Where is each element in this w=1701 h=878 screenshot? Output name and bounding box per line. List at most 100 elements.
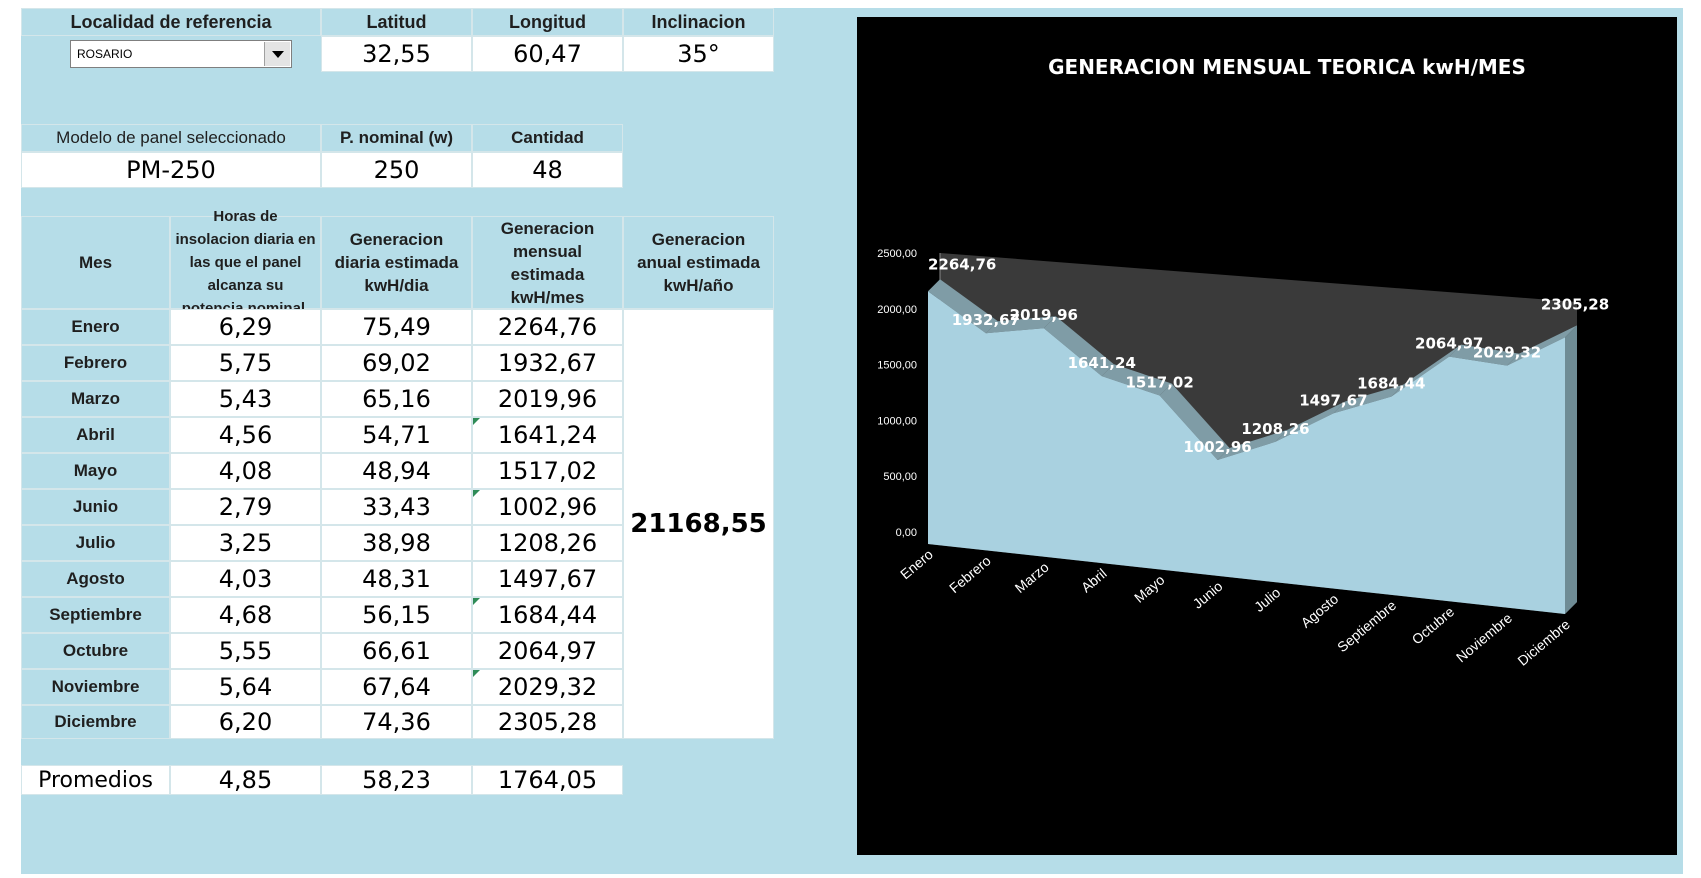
average-daily-value[interactable]: 58,23 <box>321 765 472 795</box>
annual-total-value[interactable]: 21168,55 <box>623 309 774 739</box>
daily-cell[interactable]: 56,15 <box>321 597 472 633</box>
inclination-header: Inclinacion <box>623 8 774 36</box>
area-top-face <box>1449 344 1520 366</box>
month-name: Enero <box>21 309 170 345</box>
hours-cell[interactable]: 5,55 <box>170 633 321 669</box>
daily-cell[interactable]: 38,98 <box>321 525 472 561</box>
x-tick-label: Junio <box>1190 578 1226 612</box>
inclination-value[interactable]: 35° <box>623 36 774 72</box>
dropdown-button[interactable] <box>264 42 290 66</box>
area-top-face <box>1391 344 1462 397</box>
month-name: Mayo <box>21 453 170 489</box>
hours-cell[interactable]: 4,08 <box>170 453 321 489</box>
annual-generation-header: Generacion anual estimada kwH/año <box>623 216 774 309</box>
area-series <box>928 291 1565 614</box>
data-label: 2019,96 <box>1010 306 1078 324</box>
area-top-face <box>985 316 1056 334</box>
hours-cell[interactable]: 3,25 <box>170 525 321 561</box>
y-tick-label: 2500,00 <box>877 248 917 260</box>
month-name: Marzo <box>21 381 170 417</box>
month-name: Julio <box>21 525 170 561</box>
location-dropdown[interactable]: ROSARIO <box>70 40 292 68</box>
daily-cell[interactable]: 33,43 <box>321 489 472 525</box>
monthly-cell[interactable]: 2029,32 <box>472 669 623 705</box>
data-label: 1932,67 <box>952 311 1020 329</box>
panel-power-header: P. nominal (w) <box>321 124 472 152</box>
monthly-cell[interactable]: 2264,76 <box>472 309 623 345</box>
data-label: 1208,26 <box>1241 420 1309 438</box>
x-tick-label: Septiembre <box>1334 597 1399 655</box>
area-top-face <box>928 279 998 334</box>
data-label: 1002,96 <box>1183 438 1251 456</box>
monthly-cell[interactable]: 2305,28 <box>472 705 623 739</box>
x-tick-label: Noviembre <box>1453 610 1515 666</box>
month-name: Abril <box>21 417 170 453</box>
monthly-cell[interactable]: 2064,97 <box>472 633 623 669</box>
area-top-face <box>1159 383 1230 461</box>
daily-cell[interactable]: 48,31 <box>321 561 472 597</box>
hours-cell[interactable]: 6,20 <box>170 705 321 739</box>
x-tick-label: Agosto <box>1298 590 1342 630</box>
y-tick-label: 1000,00 <box>877 415 917 427</box>
month-name: Febrero <box>21 345 170 381</box>
hours-cell[interactable]: 4,03 <box>170 561 321 597</box>
panel-model-header: Modelo de panel seleccionado <box>21 124 321 152</box>
daily-cell[interactable]: 74,36 <box>321 705 472 739</box>
latitude-header: Latitud <box>321 8 472 36</box>
month-name: Diciembre <box>21 705 170 739</box>
data-label: 1517,02 <box>1125 374 1193 392</box>
daily-cell[interactable]: 66,61 <box>321 633 472 669</box>
monthly-cell[interactable]: 1497,67 <box>472 561 623 597</box>
area-top-face <box>1043 316 1114 377</box>
month-name: Junio <box>21 489 170 525</box>
x-tick-label: Febrero <box>946 552 994 596</box>
average-hours-value[interactable]: 4,85 <box>170 765 321 795</box>
daily-cell[interactable]: 75,49 <box>321 309 472 345</box>
daily-cell[interactable]: 65,16 <box>321 381 472 417</box>
monthly-cell[interactable]: 1517,02 <box>472 453 623 489</box>
monthly-cell[interactable]: 1932,67 <box>472 345 623 381</box>
x-tick-label: Abril <box>1078 565 1110 595</box>
hours-cell[interactable]: 2,79 <box>170 489 321 525</box>
longitude-header: Longitud <box>472 8 623 36</box>
monthly-cell[interactable]: 1684,44 <box>472 597 623 633</box>
daily-cell[interactable]: 69,02 <box>321 345 472 381</box>
hours-cell[interactable]: 6,29 <box>170 309 321 345</box>
monthly-cell[interactable]: 2019,96 <box>472 381 623 417</box>
chart-title: GENERACION MENSUAL TEORICA kwH/MES <box>1048 55 1526 79</box>
daily-cell[interactable]: 48,94 <box>321 453 472 489</box>
average-monthly-value[interactable]: 1764,05 <box>472 765 623 795</box>
panel-model-value[interactable]: PM-250 <box>21 152 321 188</box>
longitude-value[interactable]: 60,47 <box>472 36 623 72</box>
location-dropdown-value: ROSARIO <box>77 47 133 61</box>
data-label: 2064,97 <box>1415 335 1483 353</box>
chart-canvas: GENERACION MENSUAL TEORICA kwH/MES 0,00 5… <box>877 55 1609 669</box>
panel-quantity-value[interactable]: 48 <box>472 152 623 188</box>
monthly-cell[interactable]: 1641,24 <box>472 417 623 453</box>
latitude-value[interactable]: 32,55 <box>321 36 472 72</box>
hours-cell[interactable]: 4,68 <box>170 597 321 633</box>
monthly-generation-chart[interactable]: GENERACION MENSUAL TEORICA kwH/MES 0,00 5… <box>857 17 1677 855</box>
x-tick-label: Enero <box>897 546 936 582</box>
hours-cell[interactable]: 5,75 <box>170 345 321 381</box>
monthly-generation-header: Generacion mensual estimada kwH/mes <box>472 216 623 309</box>
area-top-face <box>1333 384 1404 414</box>
panel-power-value[interactable]: 250 <box>321 152 472 188</box>
area-top-face <box>1507 325 1577 366</box>
x-tick-label: Marzo <box>1012 559 1052 596</box>
month-name: Octubre <box>21 633 170 669</box>
hours-cell[interactable]: 5,43 <box>170 381 321 417</box>
monthly-cell[interactable]: 1208,26 <box>472 525 623 561</box>
data-label: 1684,44 <box>1357 375 1425 393</box>
chevron-down-icon <box>271 50 284 58</box>
area-end-face <box>1565 325 1577 614</box>
month-column-header: Mes <box>21 216 170 309</box>
x-tick-label: Mayo <box>1131 571 1168 605</box>
hours-cell[interactable]: 5,64 <box>170 669 321 705</box>
monthly-cell[interactable]: 1002,96 <box>472 489 623 525</box>
hours-cell[interactable]: 4,56 <box>170 417 321 453</box>
month-name: Agosto <box>21 561 170 597</box>
daily-cell[interactable]: 54,71 <box>321 417 472 453</box>
daily-cell[interactable]: 67,64 <box>321 669 472 705</box>
data-label: 1641,24 <box>1068 354 1136 372</box>
